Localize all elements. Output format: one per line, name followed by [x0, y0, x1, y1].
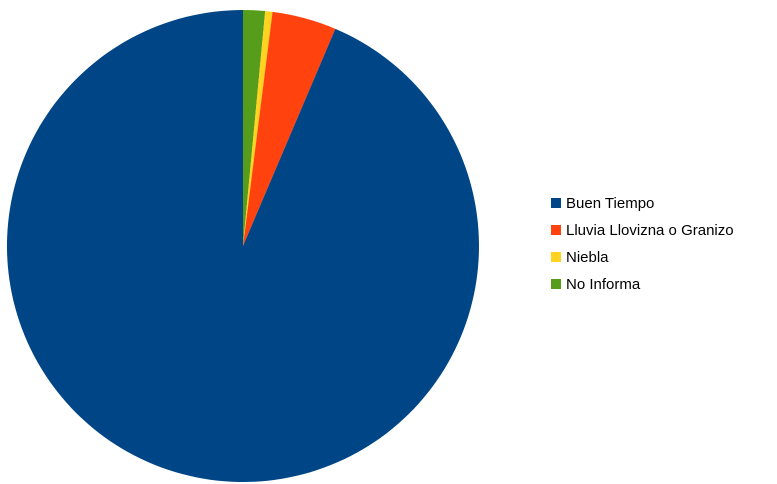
legend-swatch-lluvia-llovizna-o-granizo	[551, 225, 561, 235]
pie-slice-niebla	[243, 11, 273, 246]
legend-label-niebla: Niebla	[566, 249, 609, 266]
pie-slice-buen-tiempo	[6, 9, 479, 482]
legend-swatch-no-informa	[551, 279, 561, 289]
legend-label-no-informa: No Informa	[566, 276, 641, 293]
legend-label-lluvia-llovizna-o-granizo: Lluvia Llovizna o Granizo	[566, 222, 734, 239]
legend-label-buen-tiempo: Buen Tiempo	[566, 195, 654, 212]
chart-legend: Buen Tiempo Lluvia Llovizna o Granizo Nieb…	[551, 195, 734, 293]
pie-slice-no-informa	[243, 10, 266, 246]
legend-swatch-niebla	[551, 252, 561, 262]
pie-slices	[6, 9, 479, 482]
legend-swatch-buen-tiempo	[551, 198, 561, 208]
pie-slice-lluvia-llovizna-o-granizo	[243, 11, 336, 246]
